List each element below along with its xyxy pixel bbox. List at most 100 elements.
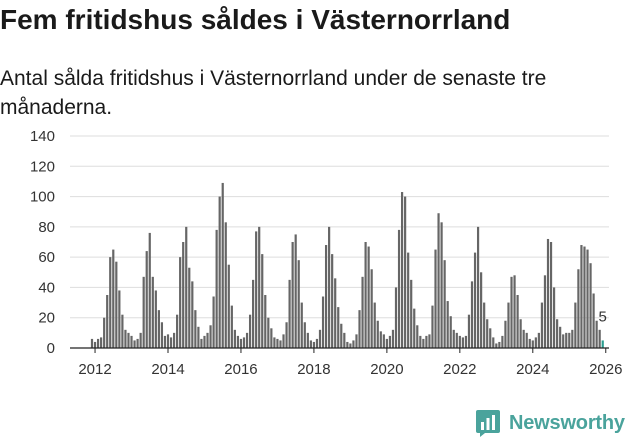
bar (315, 338, 319, 348)
bar (546, 238, 550, 348)
bar (93, 341, 97, 348)
x-tick-label: 2014 (151, 361, 184, 378)
bar (267, 317, 270, 348)
bar (179, 257, 182, 348)
y-tick-label: 120 (30, 158, 55, 175)
x-tick-label: 2016 (224, 361, 257, 378)
annotations: 5 (599, 308, 607, 325)
bar (112, 249, 115, 348)
bar (133, 340, 136, 348)
x-tick-label: 2022 (443, 361, 476, 378)
x-tick-label: 2024 (516, 361, 549, 378)
bar (255, 231, 258, 348)
bar (577, 269, 580, 348)
bar (100, 337, 103, 348)
bar (376, 320, 379, 348)
bar (212, 296, 215, 348)
y-tick-label: 140 (30, 128, 55, 145)
data-label: 5 (599, 308, 607, 325)
bar (151, 276, 154, 348)
bar (166, 334, 170, 348)
bar (522, 329, 525, 348)
bar (549, 242, 553, 348)
bar (200, 338, 203, 348)
chart-subtitle: Antal sålda fritidshus i Västernorrland … (0, 67, 547, 119)
bar (172, 332, 176, 348)
bar (364, 242, 367, 348)
y-axis-ticks: 0 20 40 60 80 100 120 140 (30, 128, 55, 357)
bar (218, 196, 221, 348)
y-tick-label: 60 (38, 249, 55, 266)
bar (455, 332, 458, 348)
bar (279, 340, 282, 348)
bar (394, 287, 398, 348)
bar (425, 335, 428, 348)
bar (115, 261, 118, 348)
bar (270, 328, 273, 348)
bar (495, 343, 498, 348)
bar (519, 319, 522, 348)
bar (248, 314, 252, 348)
bar (157, 310, 160, 348)
bar (163, 335, 167, 348)
bar (562, 334, 565, 348)
bar (285, 322, 288, 348)
bar (230, 305, 233, 348)
bar (324, 245, 328, 348)
bar (300, 302, 303, 348)
bar (109, 257, 112, 348)
bar (473, 252, 477, 348)
bar (400, 192, 404, 348)
bar (528, 338, 531, 348)
bar (464, 335, 468, 348)
bar (206, 332, 209, 348)
bar (297, 260, 300, 348)
bar (461, 337, 464, 348)
bar-highlight (601, 340, 604, 348)
bar (404, 196, 407, 348)
bar (446, 301, 449, 348)
bar (397, 229, 401, 348)
bar (358, 310, 361, 348)
bar (413, 308, 416, 348)
x-tick-label: 2020 (370, 361, 403, 378)
bar (501, 335, 504, 348)
bar (416, 325, 419, 348)
bar (276, 338, 279, 348)
bar (382, 334, 385, 348)
bar (483, 302, 486, 348)
bar (598, 329, 601, 348)
bar (273, 337, 276, 348)
bar (130, 335, 133, 348)
bar (121, 314, 124, 348)
bar (407, 252, 410, 348)
bar (504, 320, 507, 348)
y-tick-label: 80 (38, 219, 55, 236)
bar (431, 305, 434, 348)
bar (355, 334, 358, 348)
bar (556, 319, 559, 348)
bar (197, 326, 200, 348)
y-tick-label: 20 (38, 310, 55, 327)
bar (209, 325, 212, 348)
bar (476, 226, 480, 348)
bar (118, 290, 121, 348)
bar (352, 340, 355, 348)
bar (437, 213, 440, 348)
bar (507, 302, 510, 348)
bar (233, 329, 236, 348)
bar (467, 314, 471, 348)
bar (410, 279, 413, 348)
bar (334, 278, 337, 348)
bar (154, 290, 157, 348)
bar (422, 338, 425, 348)
bar (440, 222, 443, 348)
bar (346, 341, 349, 348)
bar (565, 332, 568, 348)
bar (498, 341, 501, 348)
bar (312, 341, 316, 348)
bar (318, 329, 322, 348)
bar (343, 332, 346, 348)
bar (291, 242, 294, 348)
